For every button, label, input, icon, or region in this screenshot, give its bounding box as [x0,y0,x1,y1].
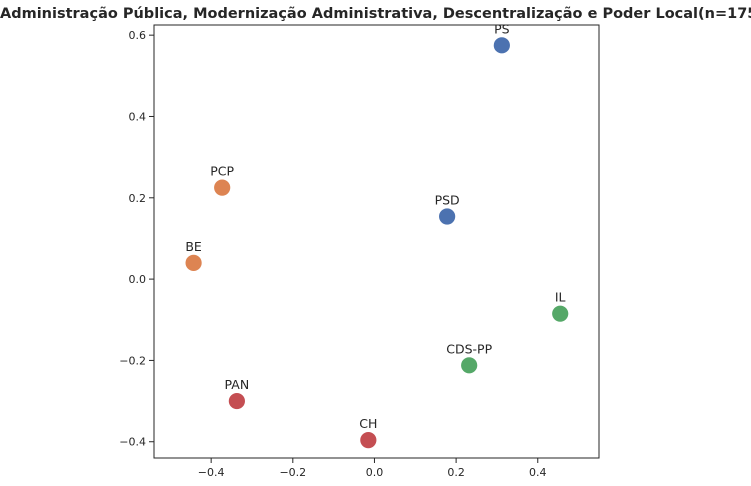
data-point-be [184,253,203,272]
data-point-ch [359,431,378,450]
data-point-il [551,304,570,323]
point-label-pan: PAN [225,377,250,392]
point-label-pcp: PCP [210,164,234,179]
data-point-cds-pp [460,356,479,375]
x-tick-label: −0.4 [198,466,225,479]
point-label-be: BE [185,239,202,254]
x-tick-label: 0.0 [366,466,384,479]
y-tick-label: 0.0 [129,273,147,286]
point-label-il: IL [555,290,566,305]
x-tick-label: −0.2 [279,466,306,479]
chart-title: Administração Pública, Modernização Admi… [0,6,751,22]
y-tick-label: −0.4 [119,436,146,449]
point-label-ch: CH [359,416,377,431]
plot-frame [153,24,600,459]
data-point-psd [438,207,457,226]
y-tick-label: 0.4 [129,110,147,123]
y-tick-label: −0.2 [119,354,146,367]
x-tick-label: 0.2 [447,466,465,479]
data-point-pan [227,392,246,410]
data-point-pcp [213,178,232,197]
y-axis: −0.4 −0.2 0.0 0.2 0.4 0.6 [119,29,154,449]
y-tick-label: 0.2 [129,192,147,205]
data-point-ps [492,36,511,55]
y-tick-label: 0.6 [129,29,147,42]
data-points: PS PSD PCP BE IL CDS-PP PAN CH [184,21,570,450]
point-label-cds-pp: CDS-PP [446,341,492,356]
point-label-ps: PS [494,21,510,36]
point-label-psd: PSD [435,192,460,207]
x-axis: −0.4 −0.2 0.0 0.2 0.4 [198,458,547,479]
x-tick-label: 0.4 [529,466,547,479]
